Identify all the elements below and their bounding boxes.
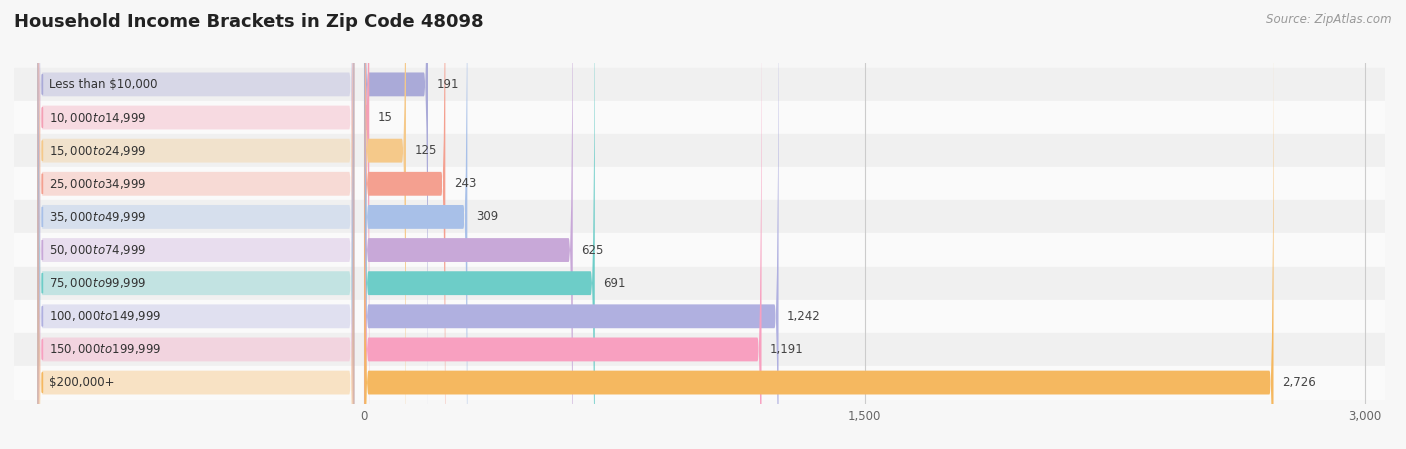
Bar [14,267,1385,300]
FancyBboxPatch shape [364,0,1274,449]
Text: 191: 191 [436,78,458,91]
FancyBboxPatch shape [364,0,572,449]
Text: $100,000 to $149,999: $100,000 to $149,999 [49,309,162,323]
Text: $10,000 to $14,999: $10,000 to $14,999 [49,110,146,124]
Bar [14,200,1385,233]
Text: $150,000 to $199,999: $150,000 to $199,999 [49,343,162,357]
Text: 691: 691 [603,277,626,290]
Text: $75,000 to $99,999: $75,000 to $99,999 [49,276,146,290]
Text: $15,000 to $24,999: $15,000 to $24,999 [49,144,146,158]
FancyBboxPatch shape [38,0,354,449]
FancyBboxPatch shape [364,0,779,449]
Text: Less than $10,000: Less than $10,000 [49,78,157,91]
Text: Source: ZipAtlas.com: Source: ZipAtlas.com [1267,13,1392,26]
FancyBboxPatch shape [38,0,354,449]
Text: 1,242: 1,242 [787,310,821,323]
FancyBboxPatch shape [364,0,595,449]
FancyBboxPatch shape [38,0,354,449]
Text: 2,726: 2,726 [1282,376,1316,389]
FancyBboxPatch shape [364,0,370,449]
Text: 1,191: 1,191 [770,343,804,356]
Text: 125: 125 [415,144,437,157]
FancyBboxPatch shape [364,0,446,449]
FancyBboxPatch shape [38,0,354,449]
Bar [14,101,1385,134]
Bar [14,366,1385,399]
Text: $25,000 to $34,999: $25,000 to $34,999 [49,177,146,191]
Text: Household Income Brackets in Zip Code 48098: Household Income Brackets in Zip Code 48… [14,13,484,31]
FancyBboxPatch shape [364,0,762,449]
Text: 243: 243 [454,177,477,190]
Text: $200,000+: $200,000+ [49,376,114,389]
Text: $50,000 to $74,999: $50,000 to $74,999 [49,243,146,257]
FancyBboxPatch shape [38,0,354,449]
Text: 625: 625 [581,243,603,256]
Text: $35,000 to $49,999: $35,000 to $49,999 [49,210,146,224]
Bar [14,134,1385,167]
Bar [14,167,1385,200]
FancyBboxPatch shape [364,0,406,449]
Bar [14,300,1385,333]
Bar [14,233,1385,267]
FancyBboxPatch shape [38,0,354,449]
Text: 309: 309 [475,211,498,224]
FancyBboxPatch shape [38,0,354,449]
Text: 15: 15 [378,111,392,124]
FancyBboxPatch shape [364,0,467,449]
FancyBboxPatch shape [38,0,354,449]
Bar [14,68,1385,101]
FancyBboxPatch shape [364,0,427,449]
Bar [14,333,1385,366]
FancyBboxPatch shape [38,0,354,449]
FancyBboxPatch shape [38,0,354,449]
